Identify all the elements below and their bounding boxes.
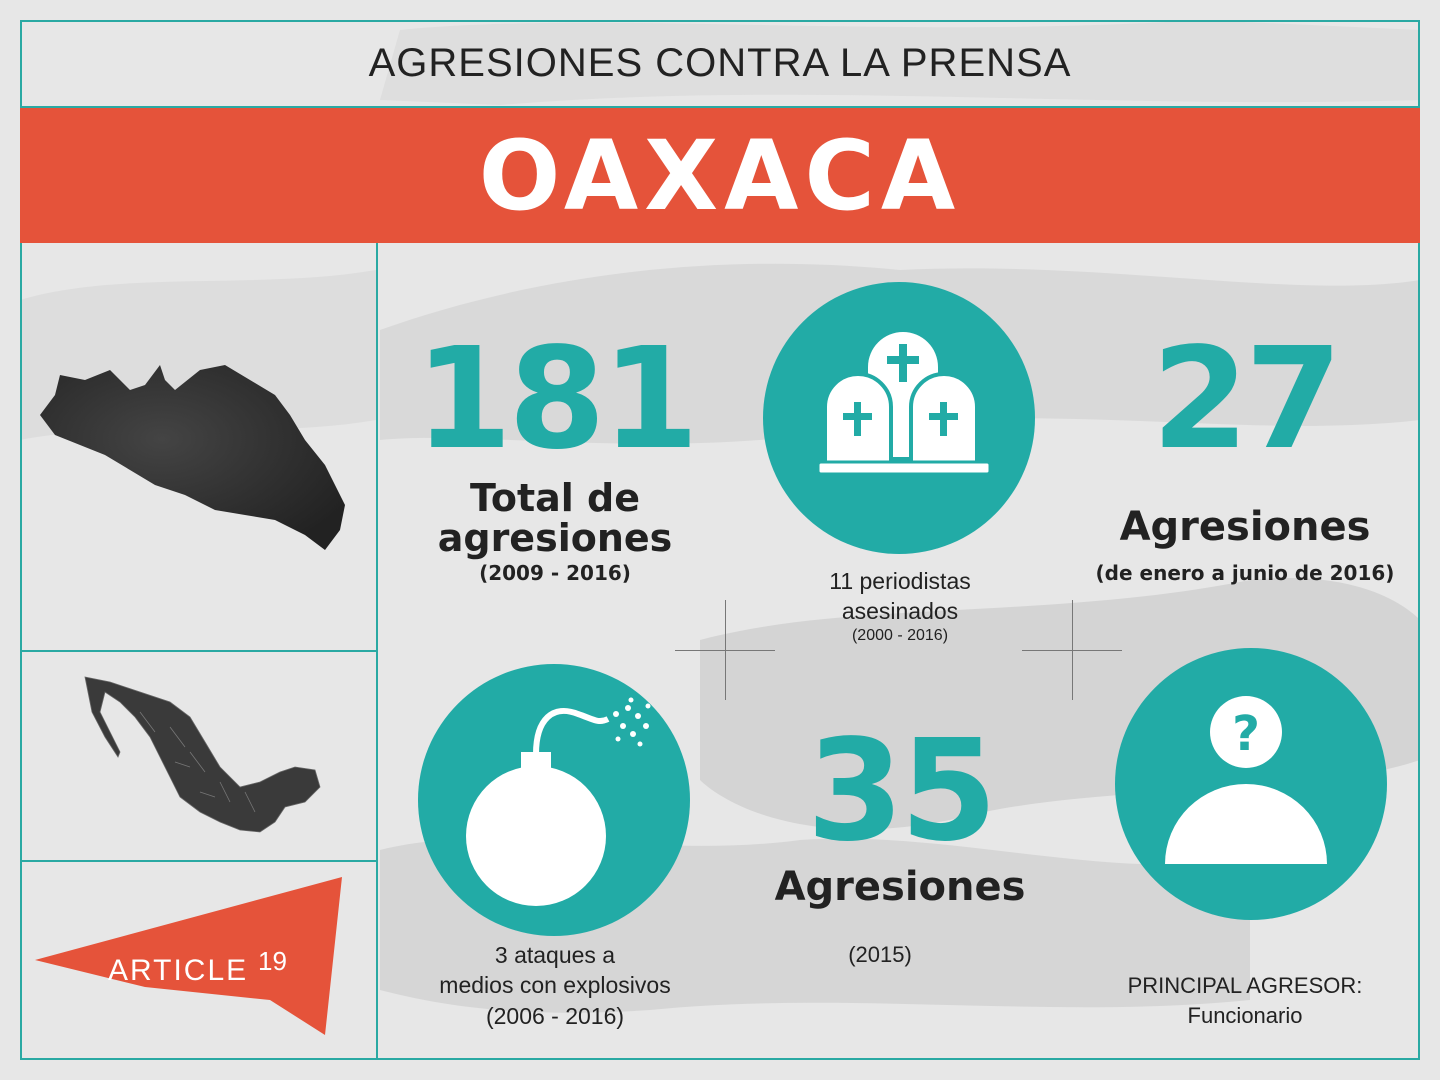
explosives-line-2: medios con explosivos — [439, 972, 671, 998]
recent-number: 27 — [1151, 318, 1343, 481]
unknown-person-icon: ? — [1165, 696, 1327, 864]
tombstones-icon — [816, 332, 992, 476]
aggressor-line-2: Funcionario — [1187, 1003, 1303, 1028]
page-title: AGRESIONES CONTRA LA PRENSA — [20, 20, 1420, 108]
total-period: (2009 - 2016) — [479, 561, 631, 585]
oaxaca-map-icon — [40, 365, 345, 550]
recent-label: Agresiones — [1119, 504, 1371, 550]
year2015-period: (2015) — [848, 942, 912, 967]
total-label-1: Total de — [469, 476, 641, 520]
mexico-map-icon — [84, 676, 321, 833]
murdered-period: (2000 - 2016) — [851, 627, 949, 644]
explosives-line-1: 3 ataques a — [494, 942, 616, 968]
bomb-icon — [466, 697, 651, 906]
total-label-2: agresiones — [437, 516, 673, 560]
cross-left-v — [725, 600, 726, 700]
total-number: 181 — [414, 318, 699, 481]
aggressor-circle — [1115, 648, 1387, 920]
state-name: OAXACA — [478, 119, 962, 232]
svg-text:?: ? — [1232, 706, 1260, 762]
murdered-line-2: asesinados — [841, 598, 959, 624]
recent-period: (de enero a junio de 2016) — [1095, 561, 1395, 585]
state-banner: OAXACA — [20, 108, 1420, 243]
year2015-label: Agresiones — [774, 864, 1026, 910]
aggressor-line-1: PRINCIPAL AGRESOR: — [1127, 973, 1363, 998]
explosives-period: (2006 - 2016) — [485, 1003, 625, 1029]
logo-sup: 19 — [258, 946, 287, 976]
sidebar-separator-1 — [20, 650, 378, 652]
cross-right-v — [1072, 600, 1073, 700]
sidebar-separator-2 — [20, 860, 378, 862]
murdered-line-1: 11 periodistas — [829, 568, 971, 594]
year2015-number: 35 — [806, 710, 998, 873]
logo-text: ARTICLE — [108, 954, 248, 987]
outer-frame — [20, 20, 1420, 1060]
article19-logo: ARTICLE 19 — [35, 877, 342, 1035]
